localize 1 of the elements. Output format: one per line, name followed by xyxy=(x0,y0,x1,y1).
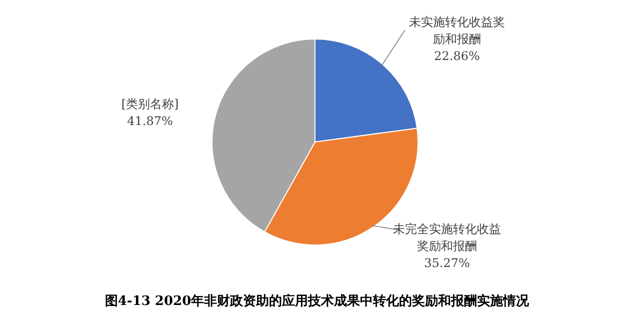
title: 图4-13 2020年非财政资助的应用技术成果中转化的奖励和报酬实施情况 xyxy=(104,292,530,310)
